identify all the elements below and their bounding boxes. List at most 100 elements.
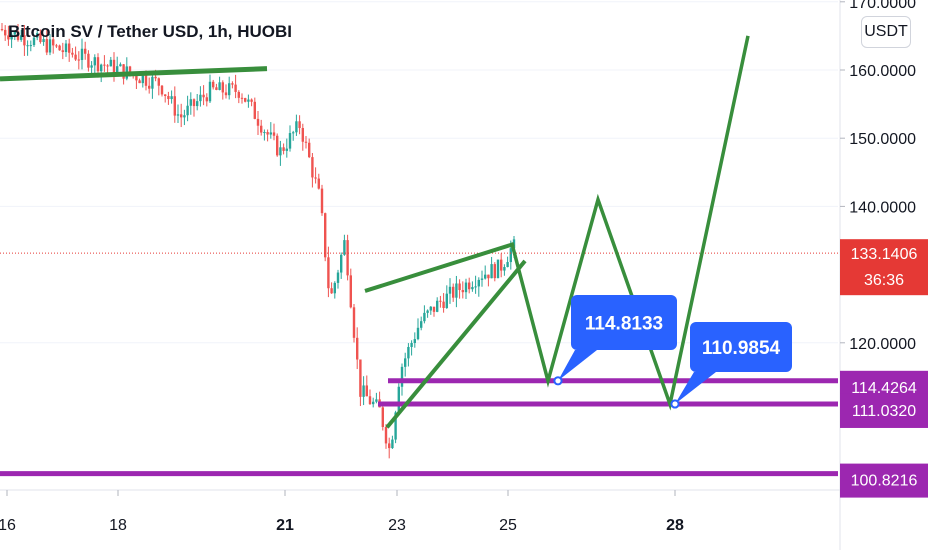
callout-box <box>690 322 792 372</box>
time-tick-label-5: 28 <box>666 517 684 534</box>
candle-body-136 <box>436 300 439 312</box>
last-price-value: 133.1406 <box>851 246 918 263</box>
candle-body-63 <box>202 94 205 98</box>
candle-body-104 <box>333 282 336 294</box>
candle-body-125 <box>400 366 404 387</box>
candle-body-119 <box>381 407 384 427</box>
price-tick-label-4: 120.0000 <box>849 336 916 353</box>
candle-body-90 <box>288 133 292 149</box>
candle-body-76 <box>244 98 247 102</box>
candle-body-89 <box>285 148 288 151</box>
wedge-upper-line <box>364 242 515 293</box>
candle-body-97 <box>311 157 314 178</box>
price-tick-label-1: 160.0000 <box>849 63 916 80</box>
candle-body-8 <box>26 45 29 47</box>
candle-body-68 <box>218 82 221 90</box>
candle-body-156 <box>500 259 503 271</box>
candle-body-28 <box>90 65 93 68</box>
candle-body-82 <box>263 132 266 134</box>
candle-body-6 <box>20 35 23 40</box>
candle-body-35 <box>112 59 116 75</box>
candle-body-61 <box>196 101 199 107</box>
candle-body-37 <box>119 64 122 67</box>
candle-body-40 <box>128 66 132 74</box>
price-tick-label-3: 140.0000 <box>849 199 916 216</box>
candle-body-62 <box>199 94 202 102</box>
callout-pointer <box>558 350 597 381</box>
callout-anchor-point <box>670 399 680 409</box>
time-tick-label-3: 23 <box>388 517 406 534</box>
candle-body-143 <box>458 283 461 291</box>
candle-body-100 <box>320 188 324 214</box>
candle-body-132 <box>423 312 426 322</box>
candle-body-99 <box>317 178 320 189</box>
candle-body-133 <box>426 310 429 313</box>
candle-body-151 <box>484 274 487 279</box>
candle-body-72 <box>231 83 234 85</box>
candle-body-141 <box>452 286 455 298</box>
candle-body-45 <box>144 75 148 86</box>
candle-body-74 <box>237 91 240 98</box>
candle-body-81 <box>260 125 263 133</box>
level-badge-label-1: 114.4264 <box>851 380 917 397</box>
candle-body-159 <box>509 248 512 263</box>
candle-body-57 <box>183 115 186 118</box>
candle-body-56 <box>180 114 183 118</box>
candle-body-117 <box>375 399 378 402</box>
candle-body-80 <box>256 118 260 126</box>
candle-body-3 <box>10 34 13 40</box>
candle-body-31 <box>100 64 103 72</box>
candle-body-21 <box>68 43 71 53</box>
candle-body-111 <box>356 337 359 360</box>
candle-body-1 <box>4 29 7 36</box>
currency-button[interactable]: USDT <box>861 16 911 48</box>
candle-body-26 <box>84 48 87 54</box>
candle-body-113 <box>362 385 365 397</box>
candle-body-93 <box>298 121 301 129</box>
projection-path <box>510 35 750 411</box>
candles <box>0 22 516 459</box>
candle-body-7 <box>23 35 26 46</box>
candle-body-149 <box>477 279 480 287</box>
candle-body-64 <box>205 97 208 102</box>
candle-body-71 <box>228 83 231 96</box>
candle-body-127 <box>407 346 410 359</box>
candle-body-158 <box>506 262 509 268</box>
candle-body-122 <box>391 439 394 449</box>
candle-body-154 <box>493 264 496 279</box>
candle-body-112 <box>359 359 362 397</box>
candle-body-32 <box>103 64 106 66</box>
candle-body-129 <box>413 339 416 344</box>
candle-body-16 <box>52 39 55 46</box>
wedge-lower-line <box>385 259 527 429</box>
candle-body-134 <box>429 306 432 311</box>
candle-body-135 <box>432 306 436 312</box>
candle-body-123 <box>394 412 397 440</box>
candle-body-5 <box>16 31 20 40</box>
candle-body-30 <box>96 57 100 72</box>
candle-body-13 <box>42 39 45 43</box>
callout-pointer <box>675 372 716 404</box>
candle-body-11 <box>36 33 39 38</box>
callout-label: 114.8133 <box>585 314 663 335</box>
last-price-badge <box>840 239 928 296</box>
candle-body-22 <box>71 52 74 55</box>
candle-body-10 <box>32 37 36 46</box>
candle-body-42 <box>135 74 138 81</box>
candle-body-60 <box>192 99 196 107</box>
candle-body-121 <box>388 443 391 449</box>
candle-body-116 <box>372 401 375 405</box>
candle-body-96 <box>308 142 311 158</box>
candle-body-157 <box>503 267 506 271</box>
candle-body-91 <box>292 132 295 134</box>
candle-body-86 <box>276 135 279 156</box>
price-tick-label-0: 170.0000 <box>849 0 916 12</box>
candle-body-126 <box>404 358 407 367</box>
upper-trendline <box>0 66 268 82</box>
candle-body-0 <box>0 29 4 31</box>
candle-body-124 <box>397 386 400 413</box>
candle-body-53 <box>170 96 173 100</box>
candle-body-147 <box>471 287 474 290</box>
candle-body-4 <box>13 31 16 35</box>
